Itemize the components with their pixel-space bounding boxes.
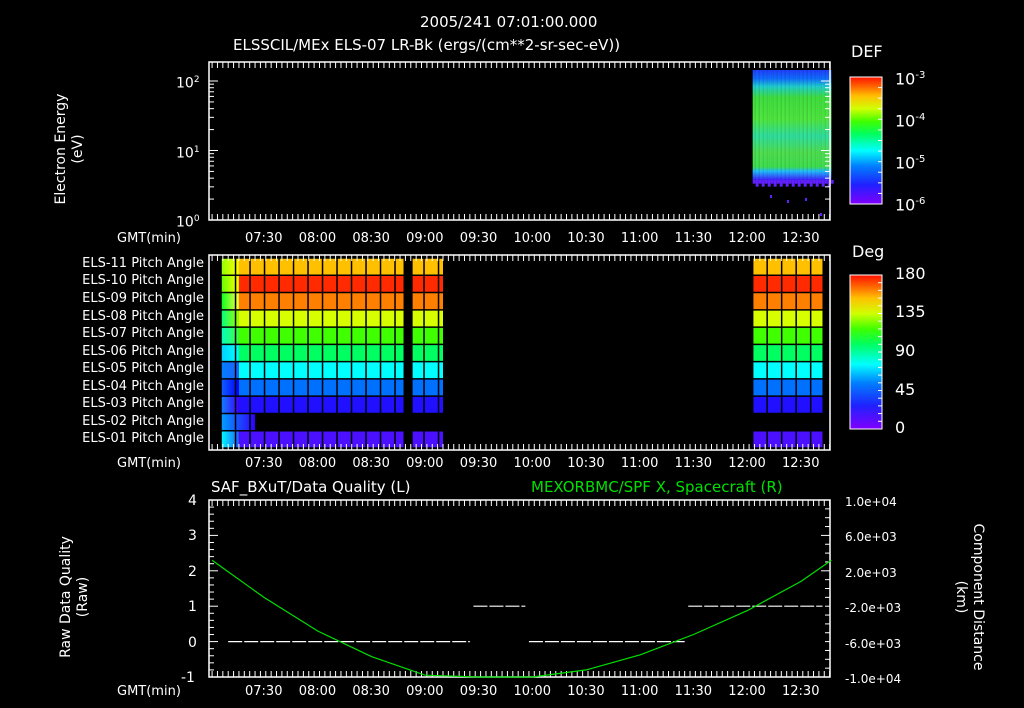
- row-label-els-10: ELS-10 Pitch Angle: [82, 273, 204, 288]
- energy-spectrogram-panel: [208, 61, 883, 221]
- deg-colorbar-tick-135: 135: [895, 302, 926, 321]
- time-tick-label: 12:30: [782, 684, 820, 699]
- time-tick-label: 07:30: [245, 684, 283, 699]
- panel3-title-right: MEXORBMC/SPF X, Spacecraft (R): [531, 478, 783, 496]
- def-colorbar-tick-1e-3: 10-3: [895, 69, 926, 89]
- def-colorbar-tick-1e-5: 10-5: [895, 153, 926, 173]
- row-label-els-02: ELS-02 Pitch Angle: [82, 414, 204, 429]
- data-quality-panel: [208, 499, 832, 678]
- time-tick-label: 09:30: [459, 456, 498, 471]
- panel3-ytick-right-neg6e3: -6.0e+03: [845, 637, 902, 651]
- time-tick-label: 12:00: [728, 684, 766, 699]
- row-label-els-08: ELS-08 Pitch Angle: [82, 309, 204, 324]
- deg-colorbar-tick-90: 90: [895, 341, 916, 360]
- time-tick-label: 08:30: [352, 231, 390, 246]
- time-tick-label: 12:30: [782, 231, 820, 246]
- time-tick-label: 08:30: [352, 456, 390, 471]
- panel3-ytick-left-neg1: -1: [181, 670, 195, 686]
- panel3-ytick-left-2: 2: [188, 564, 197, 580]
- panel3-title-left: SAF_BXuT/Data Quality (L): [211, 478, 411, 496]
- panel1-ytick-1: 100: [176, 214, 200, 231]
- row-label-els-05: ELS-05 Pitch Angle: [82, 361, 204, 376]
- time-tick-label: 12:30: [782, 456, 820, 471]
- row-label-els-01: ELS-01 Pitch Angle: [82, 431, 204, 446]
- time-tick-label: 11:00: [620, 456, 659, 471]
- time-tick-label: 11:30: [674, 684, 713, 699]
- time-tick-label: 09:00: [406, 456, 444, 471]
- row-label-els-04: ELS-04 Pitch Angle: [82, 379, 204, 394]
- time-tick-label: 08:00: [298, 231, 337, 246]
- panel2-xlabel: GMT(min): [117, 456, 181, 471]
- time-tick-label: 12:00: [728, 456, 766, 471]
- panel1-ytick-100: 102: [176, 75, 200, 92]
- row-label-els-06: ELS-06 Pitch Angle: [82, 344, 204, 359]
- panel3-ytick-right-neg2e3: -2.0e+03: [845, 601, 902, 615]
- row-label-els-07: ELS-07 Pitch Angle: [82, 326, 204, 341]
- time-tick-label: 10:30: [567, 231, 605, 246]
- time-tick-label: 11:30: [674, 456, 713, 471]
- def-colorbar-tick-1e-4: 10-4: [895, 111, 926, 131]
- deg-colorbar-tick-45: 45: [895, 380, 916, 399]
- panel3-ytick-left-0: 0: [188, 635, 197, 651]
- time-tick-label: 11:00: [620, 231, 659, 246]
- panel3-xlabel: GMT(min): [117, 684, 181, 699]
- time-tick-label: 11:00: [620, 684, 659, 699]
- time-tick-label: 10:30: [567, 684, 605, 699]
- panel3-ytick-right-neg1e4: -1.0e+04: [845, 672, 902, 686]
- panel3-ytick-left-1: 1: [188, 599, 197, 615]
- panel3-ytick-left-3: 3: [188, 528, 197, 544]
- panel3-ytick-right-2e3: 2.0e+03: [845, 566, 897, 580]
- deg-colorbar-title: Deg: [852, 242, 885, 261]
- time-tick-label: 07:30: [245, 456, 283, 471]
- time-tick-label: 10:30: [567, 456, 605, 471]
- time-tick-label: 10:00: [513, 231, 551, 246]
- time-tick-label: 10:00: [513, 684, 551, 699]
- time-tick-label: 08:00: [298, 456, 337, 471]
- deg-colorbar-tick-0: 0: [895, 418, 906, 437]
- row-label-els-11: ELS-11 Pitch Angle: [82, 256, 204, 271]
- def-colorbar-tick-1e-6: 10-6: [895, 195, 926, 215]
- panel3-ytick-right-6e3: 6.0e+03: [845, 530, 897, 544]
- time-tick-label: 07:30: [245, 231, 283, 246]
- deg-colorbar-tick-180: 180: [895, 264, 926, 283]
- panel3-ytick-left-4: 4: [188, 493, 197, 509]
- time-tick-label: 09:00: [406, 684, 444, 699]
- time-tick-label: 10:00: [513, 456, 551, 471]
- time-tick-label: 08:00: [298, 684, 337, 699]
- panel1-ytick-10: 101: [176, 145, 200, 162]
- time-tick-label: 12:00: [728, 231, 766, 246]
- time-tick-label: 09:00: [406, 231, 444, 246]
- panel1-xlabel: GMT(min): [117, 231, 181, 246]
- time-tick-label: 09:30: [459, 684, 498, 699]
- def-colorbar-title: DEF: [851, 42, 883, 61]
- plot-timestamp: 2005/241 07:01:00.000: [420, 13, 598, 31]
- plot-subtitle: ELSSCIL/MEx ELS-07 LR-Bk (ergs/(cm**2-sr…: [233, 36, 621, 54]
- row-label-els-09: ELS-09 Pitch Angle: [82, 291, 204, 306]
- panel3-ytick-right-1e4: 1.0e+04: [845, 495, 897, 509]
- time-tick-label: 09:30: [459, 231, 498, 246]
- time-tick-label: 08:30: [352, 684, 390, 699]
- row-label-els-03: ELS-03 Pitch Angle: [82, 396, 204, 411]
- time-tick-label: 11:30: [674, 231, 713, 246]
- pitch-angle-panel: [208, 254, 883, 451]
